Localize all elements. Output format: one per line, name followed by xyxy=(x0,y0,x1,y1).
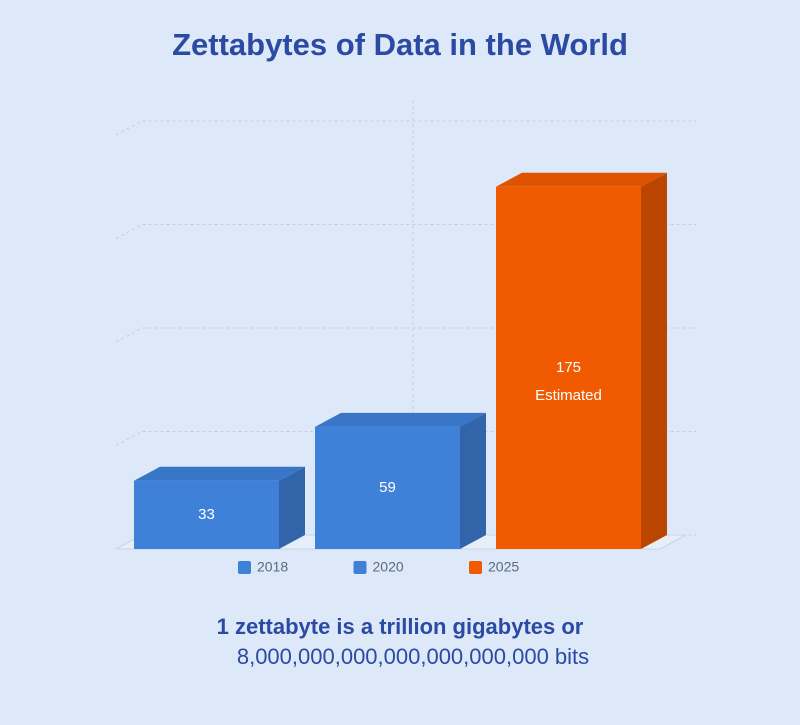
annotation: Estimated xyxy=(535,387,602,404)
bar xyxy=(315,426,460,549)
legend-swatch xyxy=(469,561,482,574)
bar-side xyxy=(460,412,486,549)
footnote: 1 zettabyte is a trillion gigabytes or xyxy=(217,614,584,639)
bar-top xyxy=(134,466,305,481)
bar xyxy=(496,186,641,549)
legend-label: 2020 xyxy=(373,559,404,575)
value-label: 175 xyxy=(556,359,581,376)
legend-swatch xyxy=(238,561,251,574)
value-label: 33 xyxy=(198,506,215,523)
bar xyxy=(134,480,279,549)
bar-top xyxy=(315,412,486,427)
chart-title: Zettabytes of Data in the World xyxy=(172,27,628,62)
bar-side xyxy=(641,172,667,549)
legend-swatch xyxy=(353,561,367,574)
bar-side xyxy=(279,466,305,549)
legend-label: 2018 xyxy=(257,559,288,575)
bar-top xyxy=(496,172,667,187)
legend-label: 2025 xyxy=(488,559,519,575)
footnote: 8,000,000,000,000,000,000,000 bits xyxy=(237,644,589,669)
value-label: 59 xyxy=(379,479,396,496)
grid-line xyxy=(115,120,696,136)
